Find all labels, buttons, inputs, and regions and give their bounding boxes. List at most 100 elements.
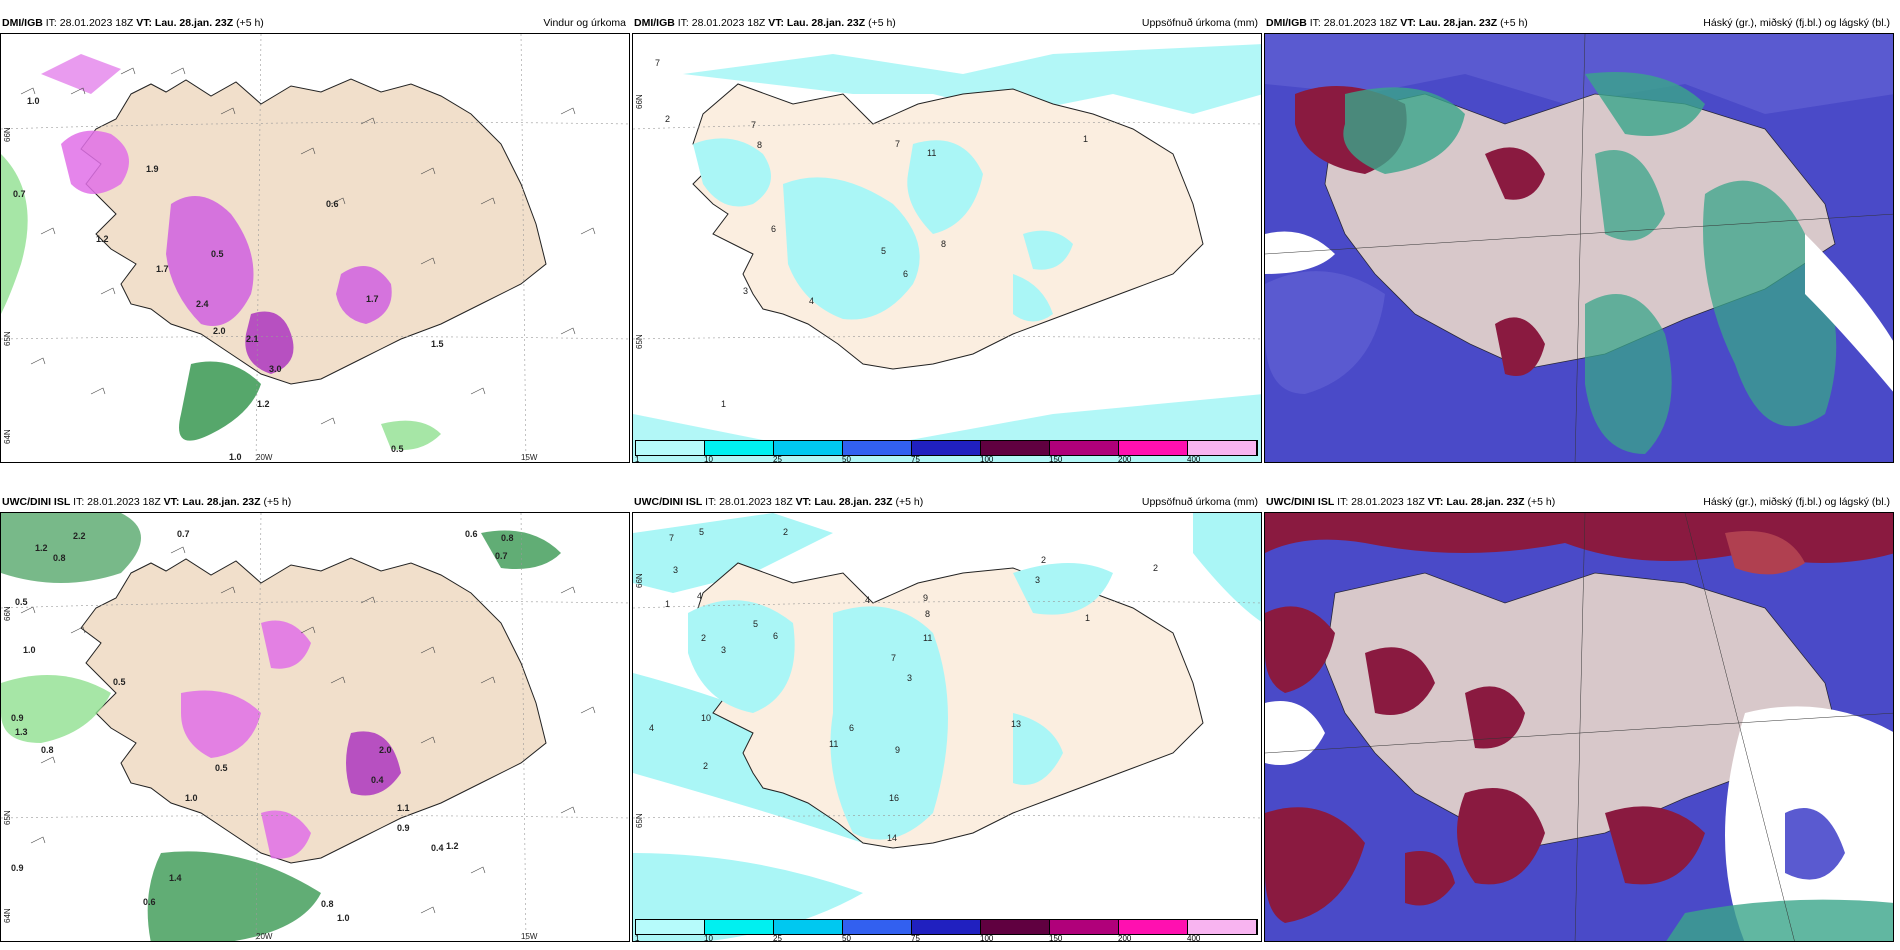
colorbar-swatch xyxy=(1188,920,1257,934)
value-label: 4 xyxy=(865,595,871,605)
value-label: 10 xyxy=(701,713,712,723)
value-label: 4 xyxy=(697,591,703,601)
value-label: 1 xyxy=(1083,134,1089,144)
panel-title: Uppsöfnuð úrkoma (mm) xyxy=(1141,496,1258,508)
colorbar-tick: 150 xyxy=(1049,455,1063,463)
colorbar-swatch xyxy=(705,920,774,934)
colorbar-swatch xyxy=(1050,920,1119,934)
value-label: 13 xyxy=(1011,719,1022,729)
value-label: 1.2 xyxy=(257,399,270,409)
value-label: 4 xyxy=(809,296,815,306)
value-label: 1.0 xyxy=(27,96,40,106)
value-label: 9 xyxy=(895,745,901,755)
latitude-label: 65N xyxy=(635,334,644,349)
colorbar-tick: 10 xyxy=(704,455,713,463)
init-time: IT: 28.01.2023 18Z xyxy=(705,496,793,508)
longitude-label: 15W xyxy=(521,453,538,462)
latitude-label: 64N xyxy=(3,429,12,444)
valid-time: VT: Lau. 28.jan. 23Z xyxy=(768,17,866,29)
value-label: 1.3 xyxy=(15,727,28,737)
valid-time: VT: Lau. 28.jan. 23Z xyxy=(163,496,261,508)
model-source: DMI/IGB xyxy=(2,17,43,29)
panel-title: Vindur og úrkoma xyxy=(543,17,626,29)
colorbar-swatch xyxy=(981,441,1050,455)
colorbar-swatch xyxy=(981,920,1050,934)
value-label: 11 xyxy=(829,739,839,749)
value-label: 1.2 xyxy=(446,841,459,851)
value-label: 3 xyxy=(907,673,913,683)
map-frame[interactable]: 7 2 7 8 7 11 1 6 8 5 4 3 6 1 66N 65N xyxy=(632,33,1262,463)
value-label: 1.0 xyxy=(229,452,242,462)
value-label: 2 xyxy=(783,527,789,537)
value-label: 1 xyxy=(665,599,671,609)
value-label: 1 xyxy=(1085,613,1091,623)
valid-time: VT: Lau. 28.jan. 23Z xyxy=(1400,17,1498,29)
colorbar-tick: 25 xyxy=(773,934,782,942)
value-label: 3 xyxy=(721,645,727,655)
value-label: 6 xyxy=(849,723,855,733)
colorbar-tick: 75 xyxy=(911,455,920,463)
value-label: 1.0 xyxy=(23,645,36,655)
value-label: 1.7 xyxy=(156,264,169,274)
colorbar-swatch xyxy=(774,920,843,934)
colorbar-swatch xyxy=(1119,920,1188,934)
map-frame[interactable]: 1.0 0.7 1.9 1.2 1.7 0.5 2.1 2.0 2.4 3.0 … xyxy=(0,33,630,463)
value-label: 16 xyxy=(889,793,900,803)
longitude-label: 20W xyxy=(256,932,273,941)
colorbar-tick: 400 xyxy=(1187,455,1201,463)
valid-time: VT: Lau. 28.jan. 23Z xyxy=(795,496,893,508)
model-source: UWC/DINI ISL xyxy=(634,496,703,508)
value-label: 14 xyxy=(887,833,898,843)
init-time: IT: 28.01.2023 18Z xyxy=(677,17,766,29)
colorbar-swatch xyxy=(1119,441,1188,455)
colorbar-swatch xyxy=(912,920,981,934)
value-label: 0.9 xyxy=(11,863,24,873)
value-label: 7 xyxy=(669,533,675,543)
value-label: 8 xyxy=(925,609,931,619)
value-label: 0.5 xyxy=(113,677,126,687)
value-label: 1.1 xyxy=(397,803,410,813)
colorbar-swatch xyxy=(1188,441,1257,455)
map-frame[interactable] xyxy=(1264,512,1894,942)
init-time: IT: 28.01.2023 18Z xyxy=(73,496,161,508)
value-label: 2.0 xyxy=(379,745,392,755)
colorbar-tick: 50 xyxy=(842,455,851,463)
value-label: 7 xyxy=(895,139,901,149)
model-source: UWC/DINI ISL xyxy=(2,496,71,508)
valid-time: VT: Lau. 28.jan. 23Z xyxy=(1427,496,1525,508)
value-label: 1.0 xyxy=(185,793,198,803)
panel-header: DMI/IGB IT: 28.01.2023 18Z VT: Lau. 28.j… xyxy=(0,15,630,31)
map-frame[interactable]: 2.2 1.2 0.8 0.7 0.6 0.8 0.7 0.5 1.0 0.5 … xyxy=(0,512,630,942)
value-label: 1.2 xyxy=(35,543,48,553)
value-label: 0.6 xyxy=(326,199,339,209)
value-label: 11 xyxy=(927,148,937,158)
colorbar-tick: 400 xyxy=(1187,934,1201,942)
value-label: 6 xyxy=(771,224,777,234)
value-label: 6 xyxy=(903,269,909,279)
colorbar-tick: 200 xyxy=(1118,455,1132,463)
value-label: 0.5 xyxy=(391,444,404,454)
colorbar-tick: 150 xyxy=(1049,934,1063,942)
value-label: 7 xyxy=(655,58,661,68)
panel-header: DMI/IGB IT: 28.01.2023 18Z VT: Lau. 28.j… xyxy=(632,15,1262,31)
value-label: 0.9 xyxy=(11,713,24,723)
value-label: 0.4 xyxy=(371,775,384,785)
value-label: 0.7 xyxy=(177,529,190,539)
panel-wind-precip-uwc: UWC/DINI ISL IT: 28.01.2023 18Z VT: Lau.… xyxy=(0,494,630,942)
panel-header: DMI/IGB IT: 28.01.2023 18Z VT: Lau. 28.j… xyxy=(1264,15,1894,31)
panel-header: UWC/DINI ISL IT: 28.01.2023 18Z VT: Lau.… xyxy=(0,494,630,510)
panel-clouds-dmi: DMI/IGB IT: 28.01.2023 18Z VT: Lau. 28.j… xyxy=(1264,15,1894,463)
colorbar-tick: 50 xyxy=(842,934,851,942)
value-label: 0.9 xyxy=(397,823,410,833)
map-frame[interactable]: 7 5 3 4 2 1 2 3 6 5 4 9 8 11 7 3 10 6 11… xyxy=(632,512,1262,942)
value-label: 7 xyxy=(751,120,757,130)
map-frame[interactable] xyxy=(1264,33,1894,463)
lead-time: (+5 h) xyxy=(236,17,264,29)
value-label: 2 xyxy=(701,633,707,643)
latitude-label: 66N xyxy=(635,94,644,109)
init-time: IT: 28.01.2023 18Z xyxy=(1337,496,1425,508)
latitude-label: 65N xyxy=(3,331,12,346)
colorbar-swatch xyxy=(636,920,705,934)
colorbar-swatch xyxy=(774,441,843,455)
lead-time: (+5 h) xyxy=(1500,17,1528,29)
